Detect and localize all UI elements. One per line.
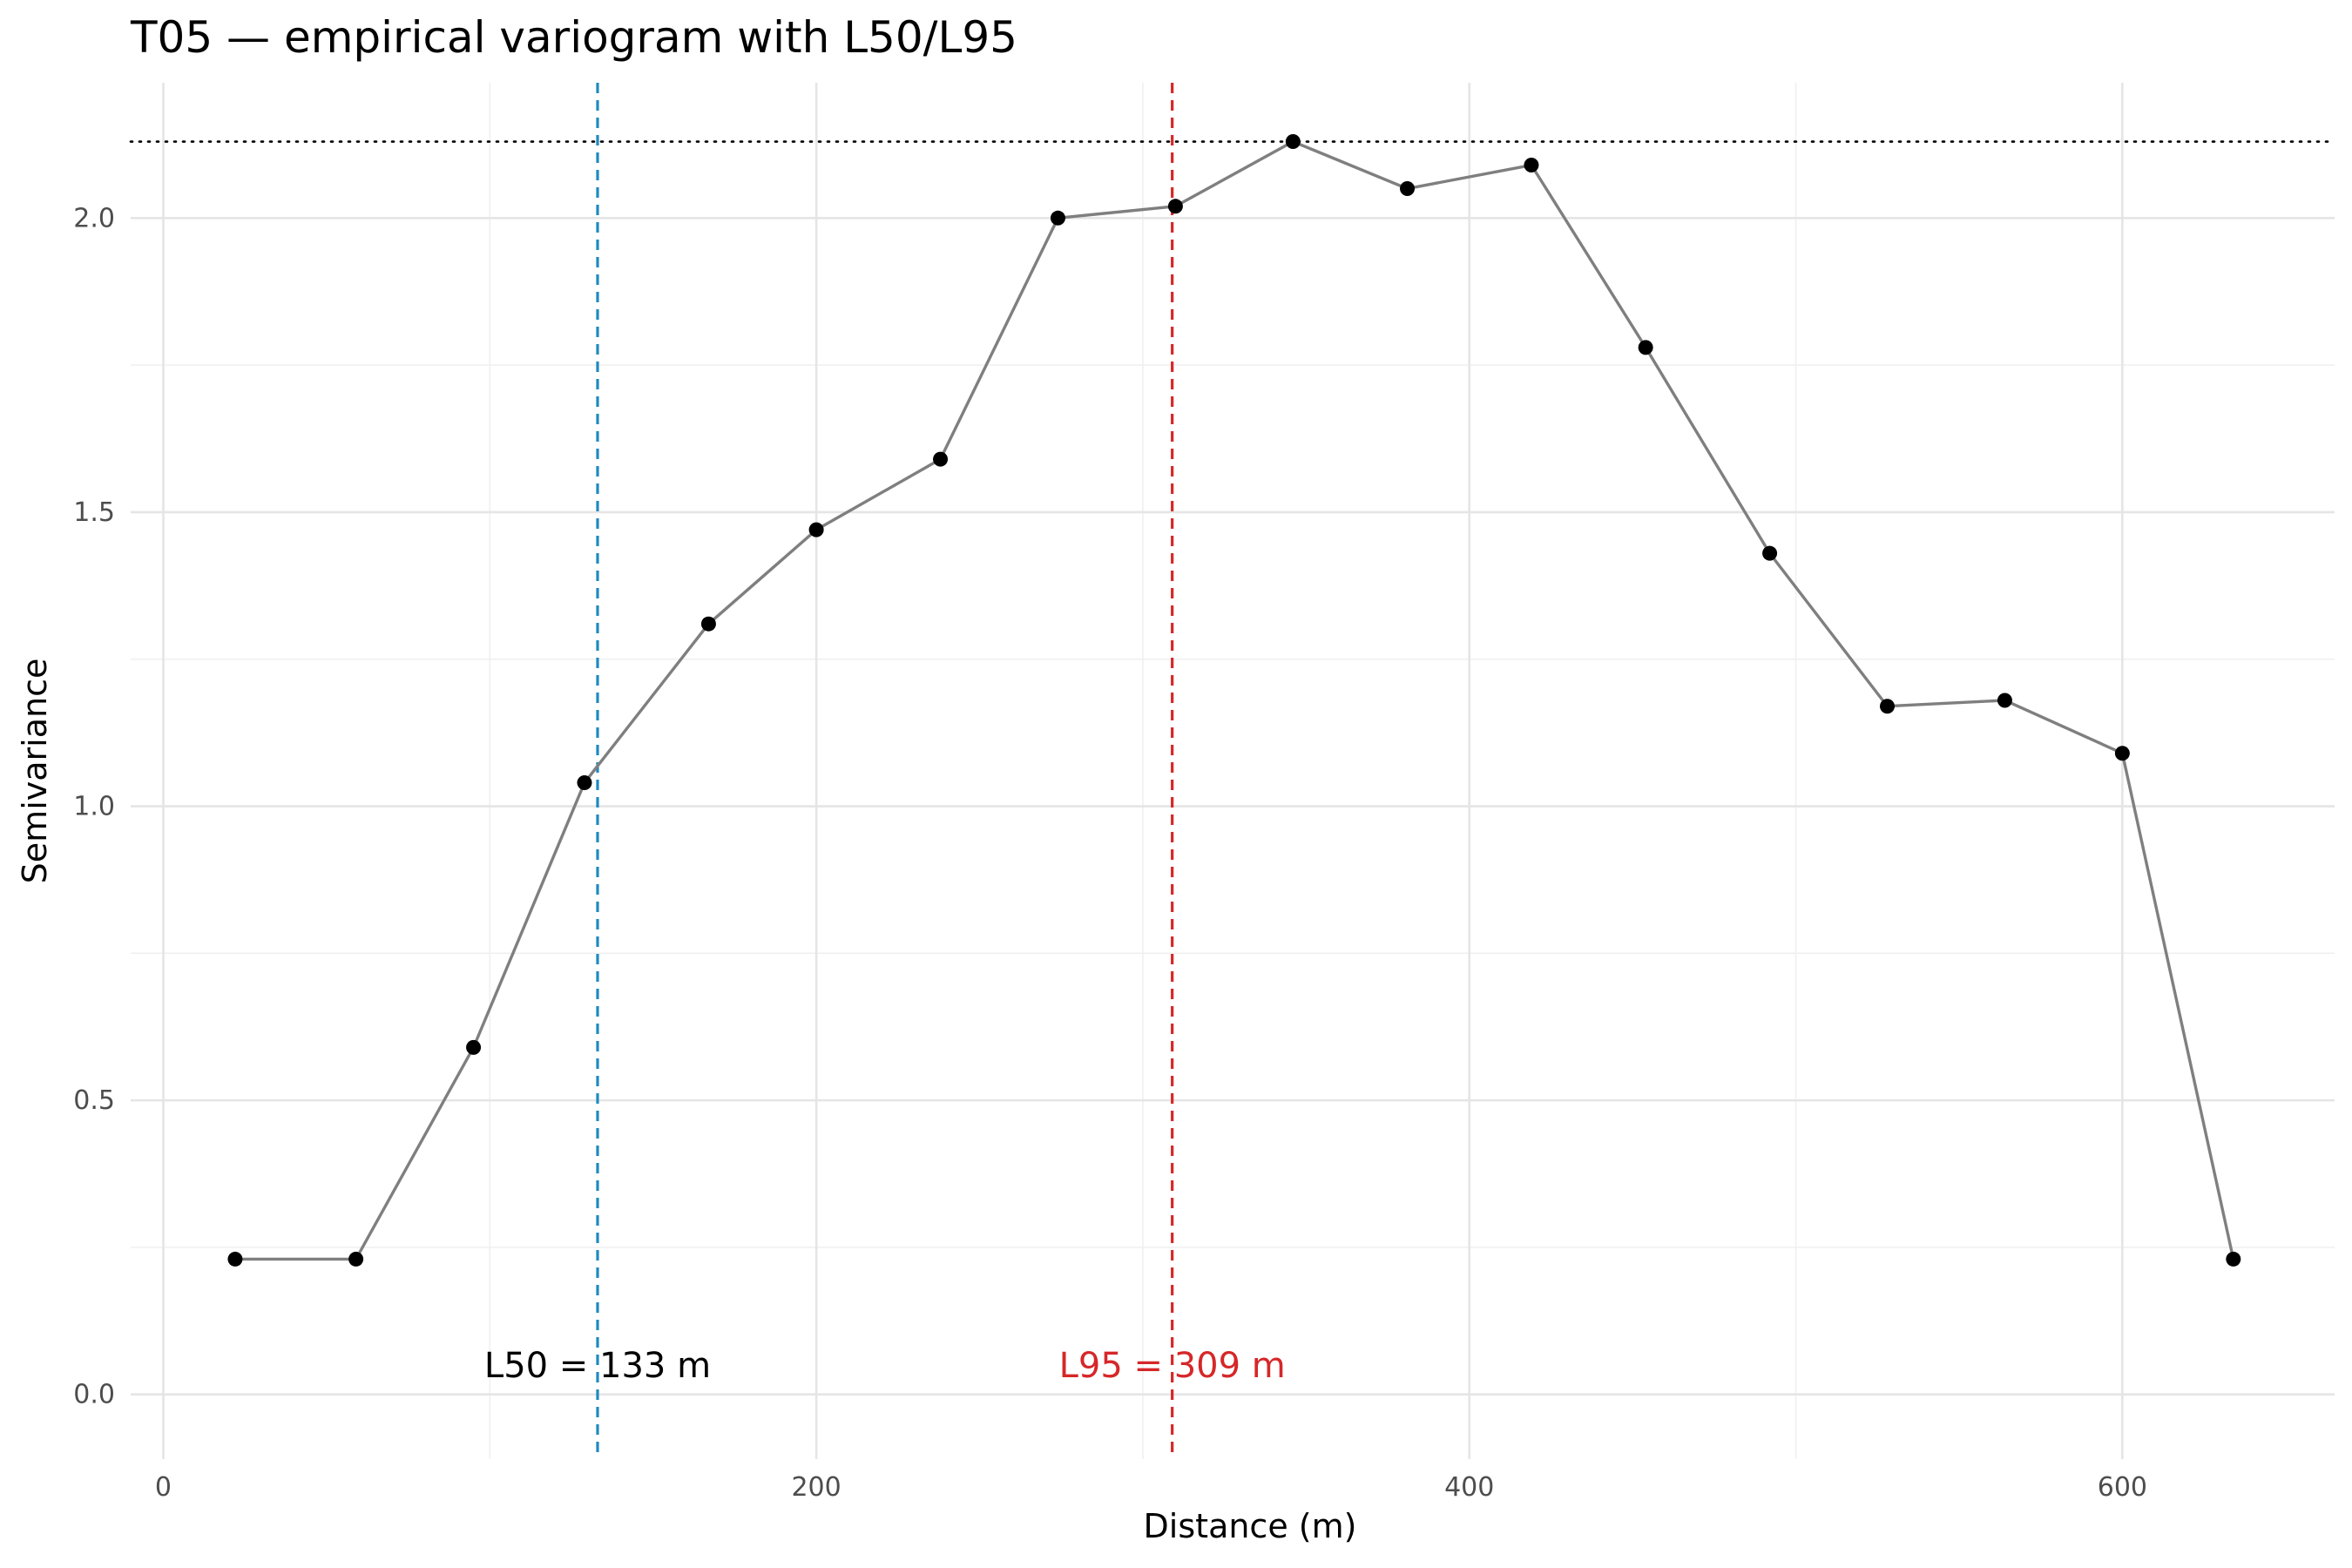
- data-point: [1880, 699, 1896, 714]
- reference-lines: [129, 83, 2336, 1459]
- data-point: [1638, 340, 1653, 355]
- y-tick-label: 1.5: [73, 497, 115, 528]
- y-tick-label: 2.0: [73, 203, 115, 233]
- major-gridlines: [131, 83, 2335, 1459]
- series-layer: [227, 134, 2241, 1267]
- data-point: [1167, 199, 1183, 214]
- y-tick-label: 0.5: [73, 1085, 115, 1116]
- data-point: [1997, 693, 2012, 708]
- l50-label: L50 = 133 m: [484, 1346, 711, 1386]
- data-point: [1285, 134, 1301, 150]
- chart-title: T05 — empirical variogram with L50/L95: [130, 12, 1017, 63]
- x-tick-label: 400: [1444, 1472, 1494, 1503]
- data-point: [348, 1251, 364, 1267]
- data-point: [808, 522, 824, 537]
- x-axis-title: Distance (m): [1144, 1507, 1357, 1545]
- x-tick-label: 0: [155, 1472, 172, 1503]
- series-line: [234, 139, 2235, 1261]
- y-axis-title: Semivariance: [16, 659, 54, 884]
- data-point: [1524, 158, 1539, 173]
- y-tick-labels: 0.0 0.5 1.0 1.5 2.0: [73, 203, 115, 1409]
- data-point: [933, 451, 949, 467]
- l95-label: L95 = 309 m: [1059, 1346, 1286, 1386]
- y-tick-label: 0.0: [73, 1380, 115, 1410]
- x-tick-labels: 0 200 400 600: [155, 1472, 2147, 1503]
- data-point: [2226, 1251, 2241, 1267]
- x-tick-label: 200: [791, 1472, 841, 1503]
- data-point: [700, 616, 716, 632]
- data-point: [2114, 746, 2130, 761]
- y-tick-label: 1.0: [73, 792, 115, 822]
- annotations: L50 = 133 m L95 = 309 m: [484, 1346, 1286, 1386]
- data-point: [577, 775, 592, 791]
- data-point: [1050, 210, 1065, 226]
- data-point: [466, 1039, 482, 1055]
- x-tick-label: 600: [2098, 1472, 2147, 1503]
- data-point: [1762, 545, 1778, 561]
- data-point: [1400, 181, 1416, 197]
- minor-gridlines: [131, 83, 2335, 1459]
- data-point: [227, 1251, 243, 1267]
